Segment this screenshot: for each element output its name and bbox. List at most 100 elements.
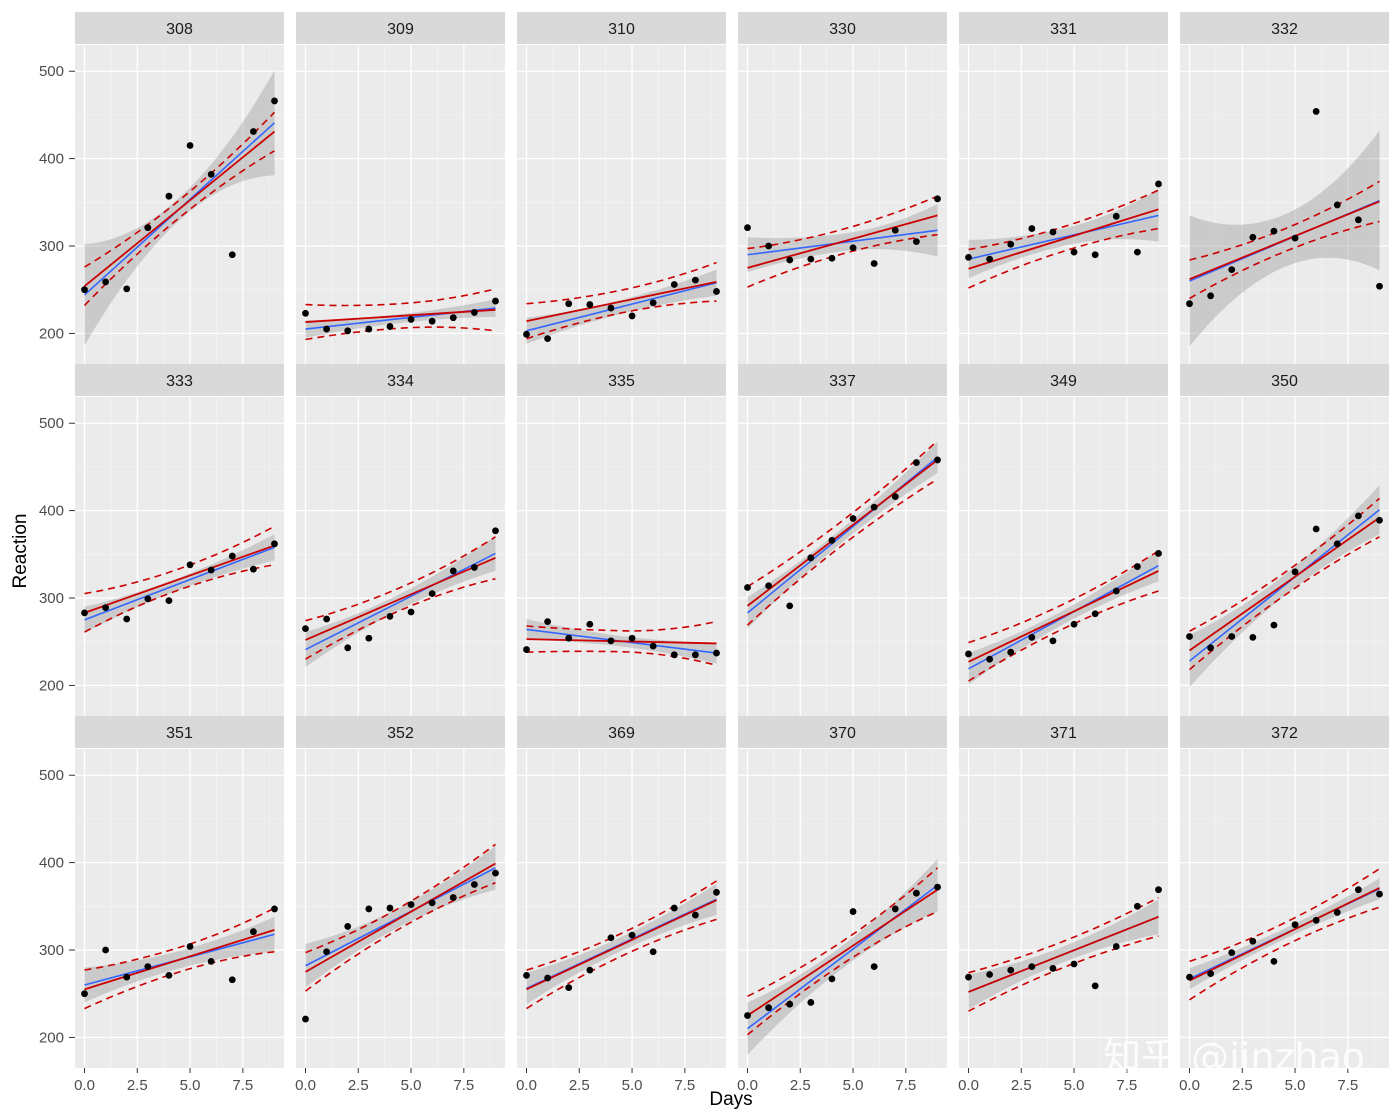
data-point: [144, 224, 152, 232]
facet-strip-label: 372: [1271, 725, 1298, 742]
red-dashed-upper-band: [968, 550, 1159, 644]
data-point: [607, 637, 615, 645]
x-tick-label: 0.0: [958, 1077, 979, 1094]
y-tick-label: 300: [39, 942, 64, 959]
panel-background: [1180, 45, 1389, 364]
facet-panel-371: 371: [959, 716, 1168, 1068]
facet-strip: [517, 12, 726, 44]
x-tick-label: 0.0: [516, 1077, 537, 1094]
confidence-band: [1189, 130, 1380, 347]
data-point: [670, 651, 678, 659]
data-point: [1354, 216, 1362, 224]
x-tick-label: 5.0: [843, 1077, 864, 1094]
data-point: [102, 604, 110, 612]
facet-strip: [296, 716, 505, 748]
red-dashed-upper-band: [305, 843, 496, 954]
red-fit-line: [1188, 516, 1381, 652]
data-point: [207, 170, 215, 178]
red-fit-line: [1189, 887, 1380, 982]
facet-strip: [738, 364, 947, 396]
facet-strip: [75, 716, 284, 748]
x-tick-label: 5.0: [401, 1077, 422, 1094]
data-point: [228, 976, 236, 984]
facet-panel-332: 332: [1180, 12, 1389, 364]
red-dashed-upper-band: [747, 195, 938, 250]
data-point: [965, 253, 972, 261]
red-dashed-upper-band: [526, 261, 717, 305]
data-point: [1091, 982, 1099, 990]
facet-panel-372: 372: [1180, 716, 1389, 1068]
data-point: [271, 905, 278, 913]
data-point: [912, 889, 920, 897]
data-point: [1028, 225, 1036, 232]
facet-strip: [738, 716, 947, 748]
red-fit-line: [747, 214, 938, 269]
red-dashed-upper-band: [84, 111, 276, 268]
y-tick-label: 400: [39, 151, 64, 168]
panel-background: [517, 749, 726, 1068]
data-point: [765, 242, 773, 250]
data-point: [186, 561, 194, 569]
data-point: [1354, 886, 1362, 894]
panel-background: [517, 45, 726, 364]
facet-panel-370: 370: [738, 716, 947, 1068]
x-tick-label: 7.5: [1116, 1077, 1137, 1094]
red-fit-line: [968, 915, 1159, 993]
data-point: [323, 948, 331, 956]
x-tick-label: 5.0: [180, 1077, 201, 1094]
data-point: [207, 566, 215, 574]
data-point: [428, 317, 436, 325]
data-point: [586, 301, 594, 308]
panel-background: [1180, 397, 1389, 716]
data-point: [713, 888, 720, 896]
data-point: [1091, 610, 1099, 618]
data-point: [1049, 964, 1057, 972]
facet-strip: [75, 12, 284, 44]
data-point: [670, 904, 678, 912]
data-point: [891, 905, 899, 913]
data-point: [1207, 292, 1215, 300]
blue-fit-line: [84, 546, 275, 621]
data-point: [807, 255, 815, 263]
data-point: [323, 615, 331, 623]
data-point: [1186, 300, 1193, 308]
panel-background: [738, 749, 947, 1068]
y-tick-label: 300: [39, 590, 64, 607]
data-point: [1312, 108, 1320, 115]
data-point: [102, 946, 110, 954]
y-tick-label: 500: [39, 63, 64, 80]
facet-strip-label: 349: [1050, 373, 1077, 390]
red-dashed-lower-band: [83, 150, 275, 306]
data-point: [691, 651, 699, 659]
data-point: [1354, 512, 1362, 520]
facet-strip: [517, 364, 726, 396]
red-dashed-lower-band: [526, 650, 717, 667]
red-fit-line: [968, 208, 1159, 270]
data-point: [81, 286, 88, 294]
data-point: [1291, 568, 1299, 576]
data-point: [1007, 648, 1015, 656]
data-point: [965, 973, 972, 981]
data-point: [344, 644, 352, 652]
data-point: [670, 281, 678, 288]
blue-fit-line: [968, 214, 1159, 260]
data-point: [228, 552, 236, 560]
data-point: [1333, 201, 1341, 209]
data-point: [849, 515, 857, 522]
x-tick-label: 2.5: [1232, 1077, 1253, 1094]
data-point: [81, 609, 88, 617]
data-point: [302, 309, 309, 317]
y-tick-label: 500: [39, 415, 64, 432]
data-point: [1112, 212, 1120, 220]
data-point: [492, 297, 499, 305]
facet-strip-label: 331: [1050, 21, 1077, 38]
red-dashed-lower-band: [1189, 220, 1380, 300]
facet-strip: [75, 364, 284, 396]
x-tick-label: 7.5: [895, 1077, 916, 1094]
facet-strip-label: 333: [166, 373, 193, 390]
data-point: [691, 276, 699, 284]
facet-strip-label: 334: [387, 373, 414, 390]
data-point: [934, 195, 941, 203]
red-fit-line: [968, 570, 1159, 663]
